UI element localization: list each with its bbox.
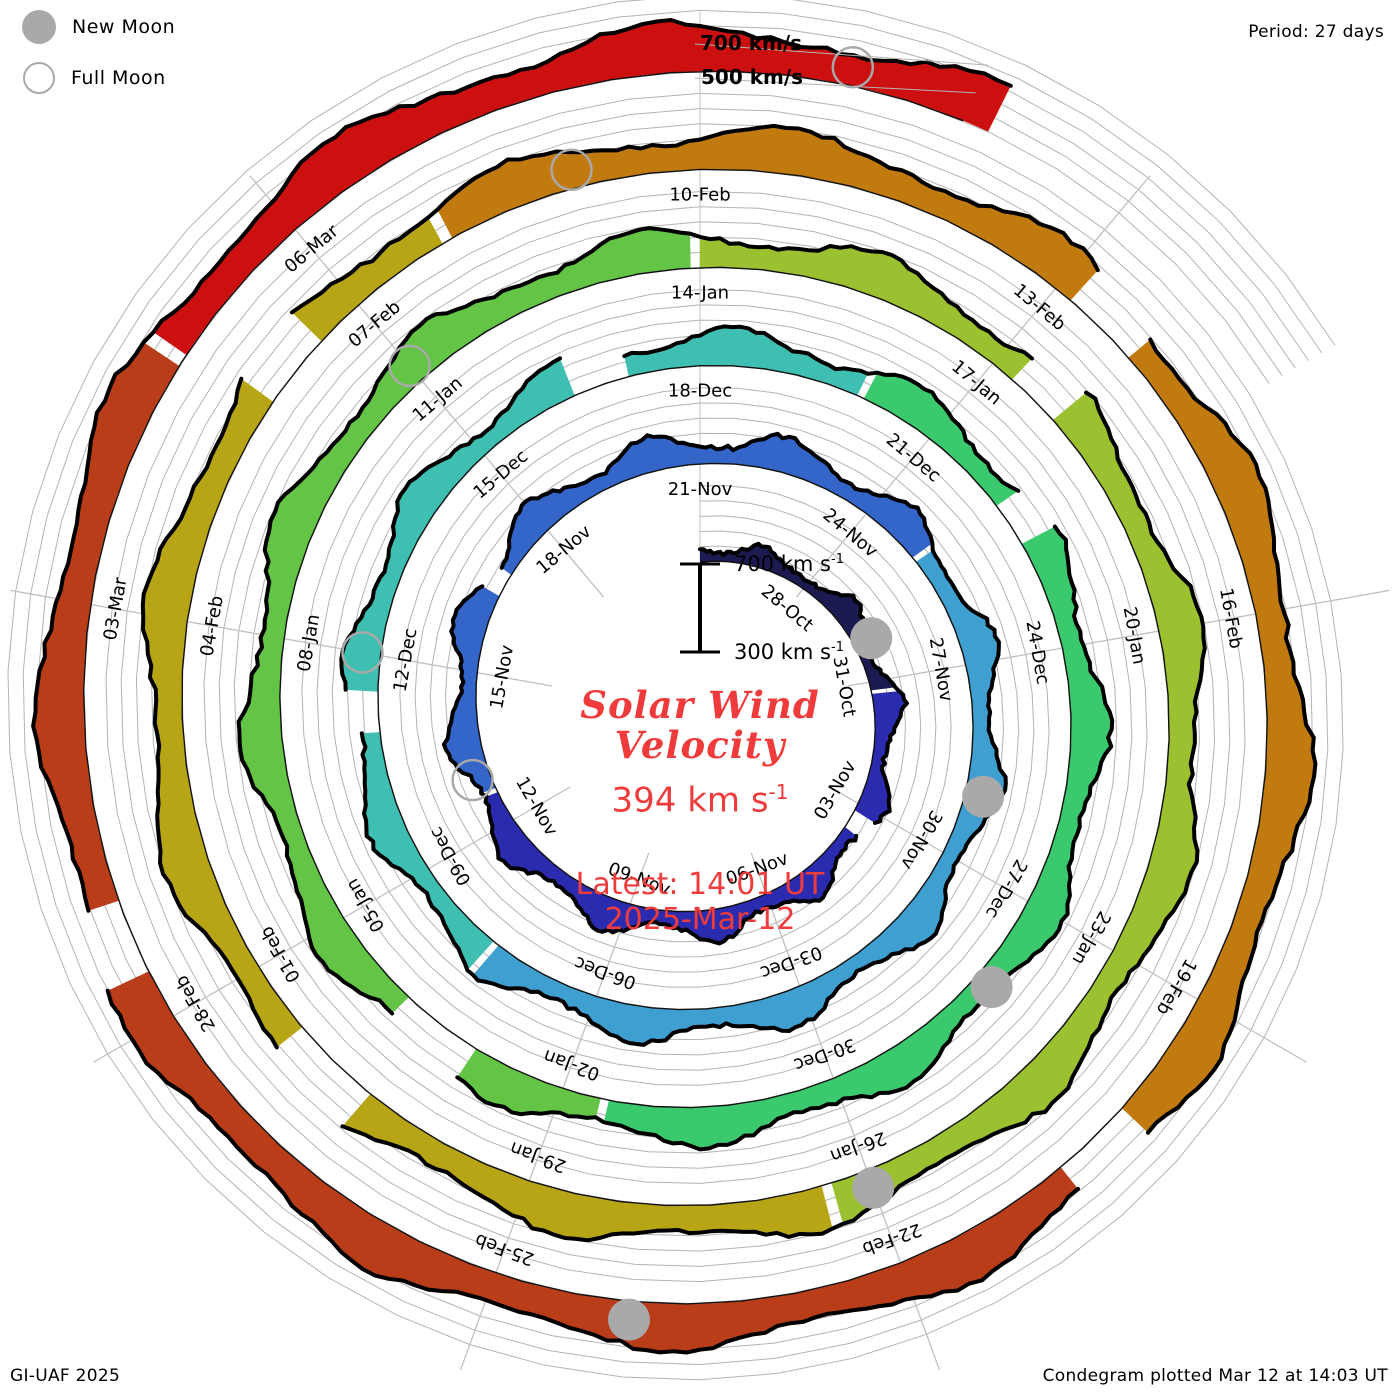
- radial-tick-label-500: 500 km/s: [701, 65, 804, 89]
- date-label: 25-Feb: [472, 1229, 537, 1270]
- spoke-line: [796, 175, 1151, 598]
- date-label: 10-Feb: [669, 184, 730, 205]
- full-moon-icon: [23, 62, 55, 94]
- date-label: 03-Dec: [757, 941, 825, 983]
- plotted-timestamp-label: Condegram plotted Mar 12 at 14:03 UT: [1042, 1366, 1388, 1386]
- date-label: 02-Jan: [541, 1045, 603, 1085]
- band-segment: [33, 342, 180, 911]
- scale-bar-top-exp: -1: [831, 552, 844, 567]
- band-segment: [443, 586, 500, 794]
- date-label: 06-Dec: [571, 952, 639, 994]
- band-segment: [863, 372, 1019, 506]
- tick-leader-line: [694, 43, 989, 66]
- new-moon-marker: [608, 1298, 650, 1341]
- radial-tick-leaders: [694, 43, 989, 94]
- date-label: 20-Jan: [1119, 605, 1150, 666]
- full-moon-marker: [451, 758, 494, 802]
- trace-outline: [339, 356, 562, 692]
- title-line-1: Solar Wind: [580, 683, 820, 727]
- date-label: 12-Dec: [390, 627, 422, 694]
- band-segment: [457, 1048, 601, 1118]
- trace-outline: [105, 988, 1080, 1355]
- legend-label-full-moon: Full Moon: [71, 67, 166, 89]
- trace-outline: [1146, 337, 1318, 1135]
- title-line-2: Velocity: [614, 722, 786, 767]
- band-segment: [854, 691, 907, 823]
- center-readout: Solar Wind Velocity 394 km s-1 Latest: 1…: [380, 683, 1020, 937]
- band-segment: [624, 326, 868, 396]
- date-label: 03-Mar: [100, 575, 132, 642]
- date-label: 26-Jan: [827, 1127, 889, 1167]
- legend-label-new-moon: New Moon: [72, 16, 176, 38]
- scale-bar-bottom-label: 300 km s-1: [734, 640, 844, 664]
- moon-markers: [341, 45, 1013, 1341]
- gridline-ring: [37, 25, 1314, 1350]
- date-label: 29-Jan: [507, 1137, 569, 1177]
- scale-bar-glyph: [680, 562, 720, 654]
- credit-label: GI-UAF 2025: [10, 1366, 121, 1386]
- date-label: 16-Feb: [1215, 586, 1246, 650]
- band-segment: [473, 550, 1006, 1045]
- date-label: 04-Feb: [197, 594, 228, 658]
- tick-leader-line: [694, 77, 976, 94]
- trace-outline: [441, 584, 859, 946]
- gridline-ring: [22, 9, 1329, 1366]
- period-label: Period: 27 days: [1248, 22, 1384, 42]
- trace-outline: [140, 376, 279, 1050]
- legend-item-new-moon: New Moon: [22, 10, 175, 44]
- scale-bar-bottom-text: 300 km s: [734, 640, 831, 664]
- latest-date: 2025-Mar-12: [604, 901, 796, 937]
- new-moon-marker: [850, 617, 893, 660]
- current-velocity-exp: -1: [768, 779, 789, 804]
- scale-bar-top-label: 700 km s-1: [734, 552, 844, 576]
- page-title: Solar Wind Velocity: [380, 683, 1020, 767]
- band-segment: [341, 358, 575, 692]
- date-label: 14-Jan: [671, 283, 729, 304]
- band-segment: [238, 228, 691, 1014]
- new-moon-icon: [22, 10, 56, 44]
- velocity-trace: [31, 18, 1318, 1355]
- latest-time: Latest: 14:01 UT: [575, 867, 825, 903]
- trace-outline: [340, 390, 1207, 1243]
- band-segment: [700, 543, 896, 691]
- date-label: 24-Dec: [1021, 619, 1053, 686]
- radial-tick-label-700: 700 km/s: [700, 31, 803, 55]
- trace-outline: [622, 324, 1021, 493]
- trace-outline: [455, 524, 1115, 1152]
- date-label: 18-Dec: [668, 381, 732, 402]
- new-moon-marker: [962, 775, 1005, 818]
- trace-outline: [31, 18, 1013, 913]
- baseline-spiral: [82, 70, 1269, 1305]
- current-velocity-number: 394 km s: [611, 780, 769, 821]
- gridline-ring: [7, 0, 1344, 1381]
- scale-bar-top-text: 700 km s: [734, 552, 831, 576]
- full-moon-marker: [831, 45, 875, 89]
- trace-outline: [289, 123, 1100, 315]
- scale-bar: 700 km s-1 300 km s-1: [672, 552, 844, 664]
- date-label: 22-Feb: [859, 1219, 924, 1260]
- band-segment: [700, 236, 1032, 380]
- new-moon-marker: [970, 966, 1013, 1009]
- trace-outline: [236, 226, 1034, 1016]
- full-moon-marker: [341, 631, 384, 674]
- spoke-line: [847, 589, 1390, 687]
- band-segment: [153, 20, 1011, 355]
- latest-reading: Latest: 14:01 UT 2025-Mar-12: [380, 868, 1020, 937]
- current-velocity-value: 394 km s-1: [380, 780, 1020, 820]
- band-segment: [291, 217, 443, 342]
- legend-item-full-moon: Full Moon: [23, 62, 166, 94]
- band-segment: [437, 125, 1098, 301]
- band-segment: [342, 1094, 833, 1241]
- scale-bar-bottom-exp: -1: [831, 640, 844, 655]
- full-moon-marker: [550, 148, 593, 192]
- date-label: 30-Dec: [791, 1034, 859, 1076]
- new-moon-marker: [852, 1166, 895, 1209]
- band-segment: [142, 378, 303, 1048]
- date-label: 08-Jan: [294, 613, 325, 674]
- band-segment: [1122, 339, 1316, 1133]
- full-moon-marker: [388, 344, 431, 388]
- date-label: 21-Nov: [668, 479, 733, 500]
